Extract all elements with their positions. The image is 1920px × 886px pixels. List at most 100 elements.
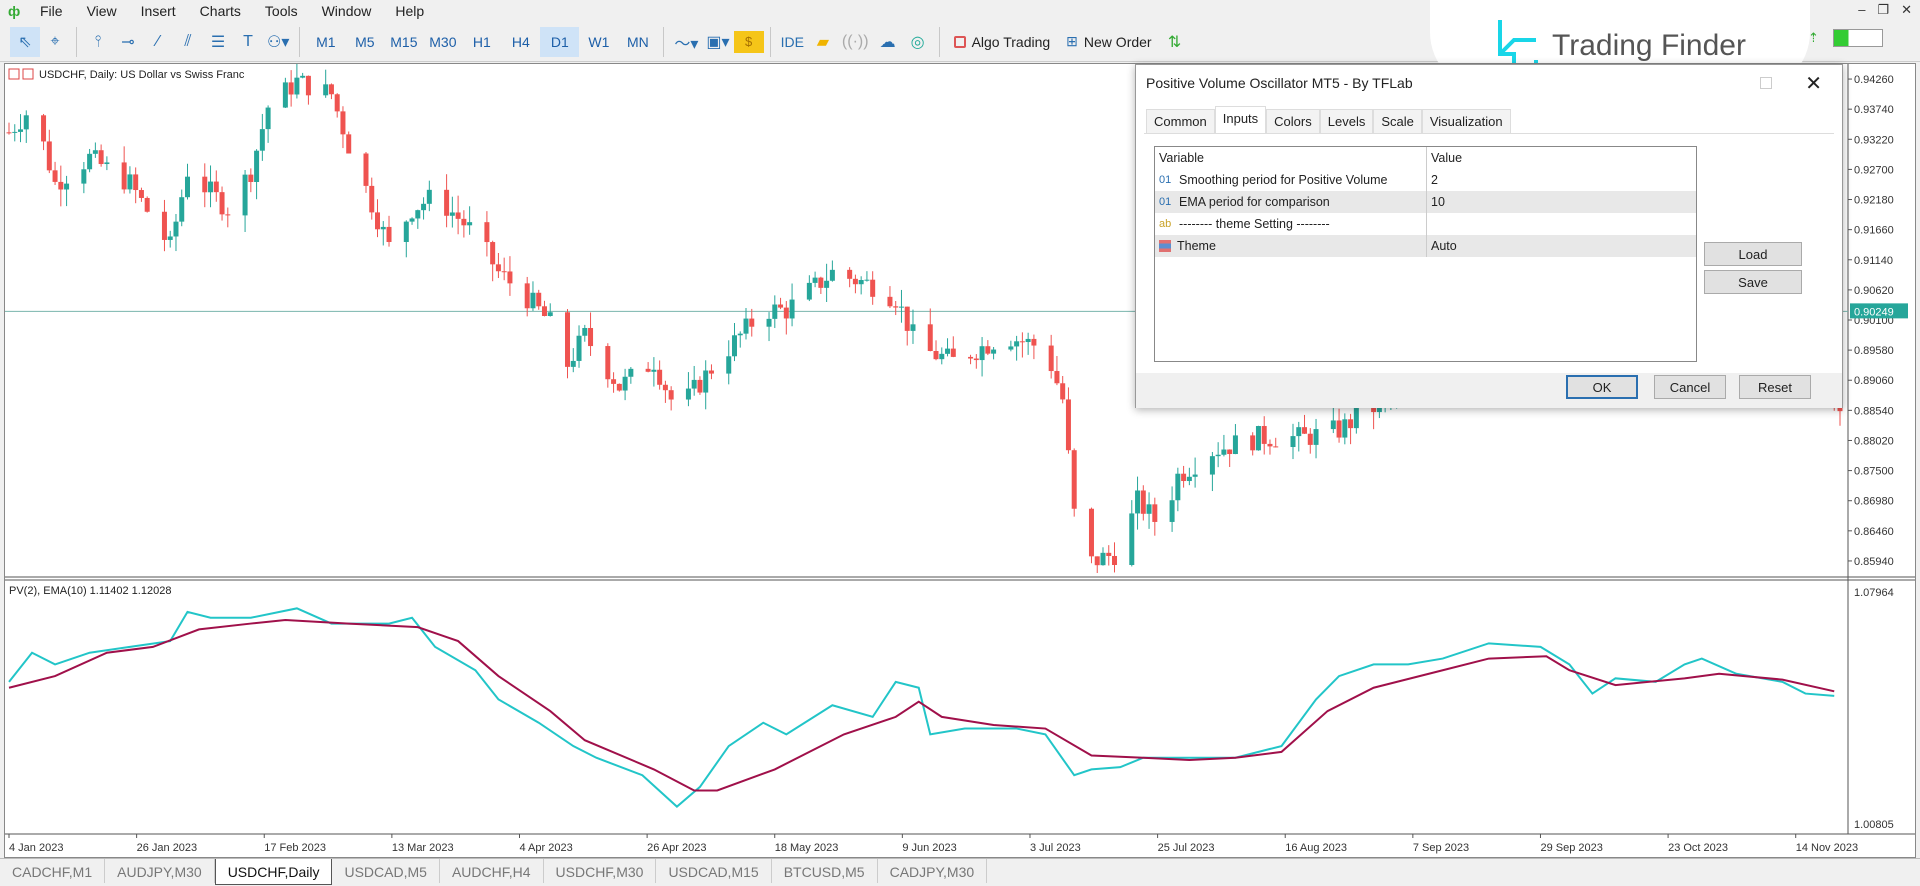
- candle: [490, 242, 496, 265]
- value-field[interactable]: Auto: [1431, 239, 1457, 253]
- tab-audjpy-m30[interactable]: AUDJPY,M30: [105, 859, 215, 883]
- depth-icon[interactable]: ⇅: [1167, 33, 1182, 51]
- time-label: 23 Oct 2023: [1668, 842, 1728, 854]
- tab-cadjpy-m30[interactable]: CADJPY,M30: [878, 859, 988, 883]
- candle: [449, 212, 455, 216]
- fibonacci-icon[interactable]: ☰: [210, 33, 226, 51]
- menu-view[interactable]: View: [86, 3, 117, 19]
- minimize-icon[interactable]: –: [1858, 2, 1866, 17]
- candle: [323, 84, 329, 96]
- dialog-close-icon[interactable]: ✕: [1805, 73, 1822, 95]
- indicator-axis-max: 1.07964: [1854, 587, 1894, 599]
- tab-btcusd-m5[interactable]: BTCUSD,M5: [772, 859, 878, 883]
- crosshair-icon[interactable]: ⌖: [50, 32, 60, 50]
- candle: [403, 221, 409, 242]
- candle: [202, 176, 208, 193]
- table-row[interactable]: 01 EMA period for comparison 10: [1155, 191, 1696, 213]
- candle: [1186, 476, 1192, 482]
- restore-icon[interactable]: ❐: [1877, 2, 1890, 17]
- menu-help[interactable]: Help: [395, 3, 425, 19]
- timeframe-m30[interactable]: M30: [429, 33, 457, 50]
- ok-button[interactable]: OK: [1566, 375, 1638, 399]
- tab-audchf-h4[interactable]: AUDCHF,H4: [440, 859, 544, 883]
- tab-levels[interactable]: Levels: [1319, 109, 1374, 133]
- tab-scale[interactable]: Scale: [1373, 109, 1422, 133]
- new-order-button[interactable]: ⊞ New Order: [1058, 27, 1159, 57]
- timeframe-h4[interactable]: H4: [511, 33, 530, 50]
- table-row[interactable]: Theme Auto: [1155, 235, 1696, 257]
- algo-trading-button[interactable]: Algo Trading: [946, 27, 1059, 57]
- community-icon[interactable]: ◎: [910, 33, 925, 51]
- signal-icon[interactable]: ((·)): [841, 32, 869, 50]
- vertical-line-icon[interactable]: ⫯: [94, 32, 102, 50]
- menu-charts[interactable]: Charts: [199, 3, 241, 19]
- market-bag-icon[interactable]: ▰: [816, 33, 830, 51]
- tab-usdchf-m30[interactable]: USDCHF,M30: [544, 859, 657, 883]
- menu-file[interactable]: File: [40, 3, 63, 19]
- candle: [662, 384, 668, 391]
- candle: [334, 94, 340, 112]
- candle: [98, 150, 104, 165]
- close-icon[interactable]: ✕: [1901, 2, 1912, 17]
- candle: [1088, 508, 1094, 557]
- timeframe-d1[interactable]: D1: [540, 26, 580, 57]
- dollar-icon[interactable]: $: [733, 30, 764, 53]
- save-button[interactable]: Save: [1704, 270, 1802, 294]
- channel-icon[interactable]: ⫽: [184, 32, 192, 50]
- time-label: 14 Nov 2023: [1796, 842, 1858, 854]
- tab-cadchf-m1[interactable]: CADCHF,M1: [0, 859, 106, 883]
- vps-cloud-icon[interactable]: ☁: [879, 33, 896, 51]
- text-icon[interactable]: T: [243, 32, 253, 50]
- chart-type-icon[interactable]: 〜▾: [674, 35, 699, 53]
- ide-button[interactable]: IDE: [780, 33, 804, 50]
- candle: [1135, 490, 1141, 514]
- tab-usdchf-daily[interactable]: USDCHF,Daily: [214, 859, 333, 885]
- chart-grid-icon: [8, 68, 20, 80]
- cancel-button[interactable]: Cancel: [1654, 375, 1726, 399]
- price-label: 0.90620: [1854, 285, 1894, 297]
- value-field[interactable]: 2: [1431, 173, 1438, 187]
- timeframe-m15[interactable]: M15: [390, 33, 418, 50]
- timeframe-mn[interactable]: MN: [626, 33, 649, 50]
- load-button[interactable]: Load: [1704, 242, 1802, 266]
- menu-insert[interactable]: Insert: [140, 3, 176, 19]
- candle: [731, 335, 737, 357]
- tab-usdcad-m15[interactable]: USDCAD,M15: [656, 859, 772, 883]
- tab-colors[interactable]: Colors: [1266, 109, 1320, 133]
- candle: [415, 210, 421, 219]
- candle: [58, 181, 64, 190]
- menu-window[interactable]: Window: [321, 3, 372, 19]
- candle: [1330, 420, 1336, 430]
- tab-usdcad-m5[interactable]: USDCAD,M5: [332, 859, 440, 883]
- tab-common[interactable]: Common: [1146, 109, 1215, 133]
- reset-button[interactable]: Reset: [1739, 375, 1811, 399]
- indicators-icon[interactable]: ▣▾: [706, 33, 730, 51]
- time-label: 4 Jan 2023: [9, 842, 63, 854]
- candle: [766, 318, 772, 327]
- timeframe-w1[interactable]: W1: [588, 33, 610, 50]
- tab-visualization[interactable]: Visualization: [1421, 109, 1511, 133]
- timeframe-m1[interactable]: M1: [316, 33, 336, 50]
- candle: [161, 211, 167, 240]
- maximize-icon[interactable]: [1760, 77, 1772, 89]
- menu-tools[interactable]: Tools: [264, 3, 298, 19]
- trendline-icon[interactable]: ⁄: [156, 32, 160, 50]
- algo-trading-label: Algo Trading: [971, 33, 1051, 50]
- tab-inputs[interactable]: Inputs: [1214, 106, 1267, 133]
- candle: [328, 84, 334, 95]
- horizontal-line-icon[interactable]: ⊸: [121, 33, 135, 51]
- price-label: 0.93740: [1854, 104, 1894, 116]
- table-row[interactable]: ab -------- theme Setting --------: [1155, 213, 1696, 235]
- divider: [299, 26, 301, 57]
- table-row[interactable]: 01 Smoothing period for Positive Volume 2: [1155, 169, 1696, 191]
- candle: [1065, 399, 1071, 451]
- timeframe-m5[interactable]: M5: [355, 33, 375, 50]
- candle: [847, 269, 853, 279]
- shapes-icon[interactable]: ⚇▾: [267, 33, 290, 51]
- value-field[interactable]: 10: [1431, 195, 1445, 209]
- cursor-icon[interactable]: ⇖: [10, 26, 40, 57]
- timeframe-h1[interactable]: H1: [472, 33, 491, 50]
- candle: [1129, 513, 1135, 565]
- time-label: 26 Jan 2023: [137, 842, 198, 854]
- candle: [1181, 473, 1187, 482]
